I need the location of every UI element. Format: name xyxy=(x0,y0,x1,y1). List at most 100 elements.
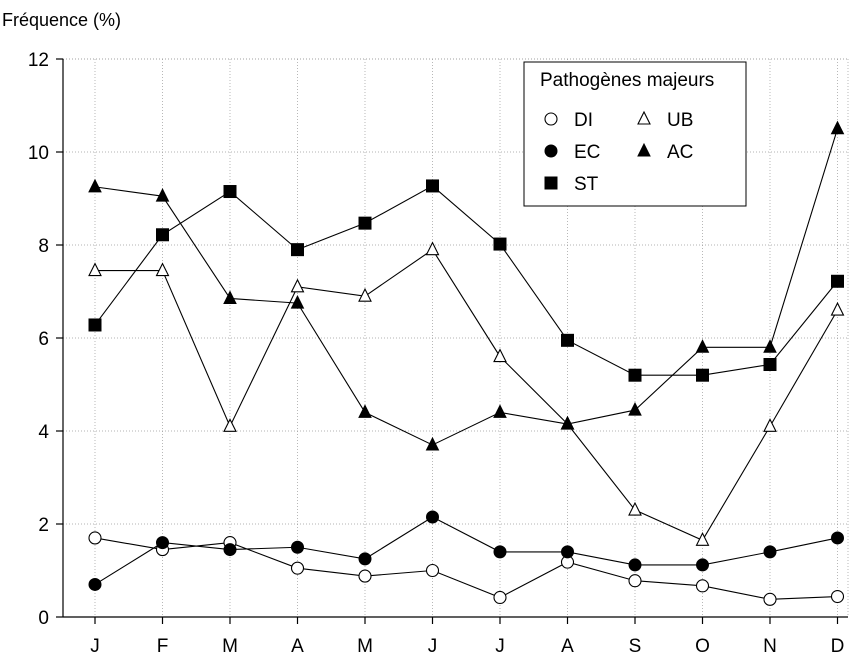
series-ub-point xyxy=(425,241,440,256)
series-ub-point xyxy=(290,278,305,293)
y-tick-label: 0 xyxy=(38,608,49,629)
series-ub-point xyxy=(88,262,102,277)
x-tick-label: F xyxy=(157,636,169,657)
series-ub-point xyxy=(223,418,237,432)
series-di-point xyxy=(695,579,710,593)
series-ec-point xyxy=(831,531,844,545)
y-tick-label: 12 xyxy=(28,50,49,71)
series-lines xyxy=(94,128,839,600)
series-di-point xyxy=(425,563,440,578)
series-st-point xyxy=(88,318,102,332)
series-ec-point xyxy=(88,577,102,591)
series-di-point xyxy=(290,561,305,575)
series-ec-point xyxy=(561,545,574,559)
y-axis-title: Fréquence (%) xyxy=(2,10,121,30)
series-st-point xyxy=(291,243,304,257)
series-st-point xyxy=(223,185,237,199)
series-st-point xyxy=(426,179,439,193)
series-ub-point xyxy=(628,501,642,516)
series-st-point xyxy=(831,274,844,288)
series-ec-point xyxy=(358,552,372,566)
series-ac-point xyxy=(290,295,305,309)
series-di-point xyxy=(628,574,642,588)
series-ec-point xyxy=(493,545,507,559)
x-tick-label: M xyxy=(222,636,238,657)
series-st-point xyxy=(156,228,169,242)
series-ac-point xyxy=(493,404,507,418)
series-ac-point xyxy=(155,188,170,202)
y-tick-label: 6 xyxy=(38,329,49,350)
series-ac-point xyxy=(830,120,845,135)
series-ec-point xyxy=(156,536,169,550)
series-di-point xyxy=(830,589,845,604)
series-ac-point xyxy=(223,290,237,304)
y-tick-label: 8 xyxy=(38,236,49,257)
x-tick-label: A xyxy=(561,636,574,657)
legend-di-marker xyxy=(544,112,558,126)
series-markers xyxy=(88,120,845,606)
x-tick-label: N xyxy=(763,636,777,657)
series-ac-point xyxy=(358,404,372,418)
series-di-point xyxy=(763,592,777,606)
series-ub-point xyxy=(358,287,372,302)
legend-title: Pathogènes majeurs xyxy=(540,70,714,91)
legend: Pathogènes majeurs DI UB EC AC ST xyxy=(523,61,747,207)
series-st-point xyxy=(763,358,777,372)
series-ub-point xyxy=(493,348,507,363)
series-ub-point xyxy=(830,301,845,316)
series-ac-point xyxy=(763,339,777,353)
series-ac-point xyxy=(628,401,642,416)
legend-ac-label: AC xyxy=(667,142,693,163)
legend-ub-marker xyxy=(637,110,651,125)
x-tick-label: S xyxy=(629,636,642,657)
y-tick-label: 4 xyxy=(38,422,49,443)
legend-st-marker xyxy=(544,176,558,190)
legend-ec-marker xyxy=(544,144,558,158)
series-ac-point xyxy=(425,436,440,451)
legend-ub-label: UB xyxy=(667,110,693,131)
series-ec-point xyxy=(763,545,777,559)
series-ub-point xyxy=(155,262,170,277)
x-tick-label: M xyxy=(357,636,373,657)
series-ub-point xyxy=(695,532,710,546)
series-di-line xyxy=(94,537,838,600)
series-ac-line xyxy=(94,128,839,446)
series-st-point xyxy=(696,368,709,382)
x-tick-label: A xyxy=(291,636,304,657)
series-di-point xyxy=(88,531,102,545)
series-group xyxy=(88,120,845,606)
series-ec-point xyxy=(696,558,709,572)
legend-ec-label: EC xyxy=(574,142,600,163)
series-ec-point xyxy=(223,543,237,557)
series-di-point xyxy=(358,569,372,583)
series-ec-point xyxy=(291,540,304,554)
series-ub-point xyxy=(763,418,777,432)
x-tick-label: J xyxy=(90,636,100,657)
series-st-point xyxy=(358,216,372,230)
legend-ac-marker xyxy=(637,142,651,157)
legend-di-label: DI xyxy=(574,110,593,131)
legend-st-label: ST xyxy=(574,174,599,195)
series-ec-point xyxy=(628,558,642,572)
series-ac-point xyxy=(695,339,710,353)
series-ac-point xyxy=(88,178,102,193)
x-tick-label: D xyxy=(831,636,845,657)
x-tick-label: O xyxy=(695,636,710,657)
x-tick-label: J xyxy=(495,636,505,657)
y-tick-label: 10 xyxy=(28,143,49,164)
x-tick-label: J xyxy=(428,636,438,657)
y-tick-label: 2 xyxy=(38,515,49,536)
series-st-point xyxy=(628,368,642,382)
series-ub-line xyxy=(95,248,838,541)
series-st-point xyxy=(493,237,507,251)
series-ac-point xyxy=(560,415,575,430)
y-axis-ticks: 0 2 4 6 8 10 12 xyxy=(28,50,63,629)
series-ec-line xyxy=(94,516,838,585)
series-st-line xyxy=(94,185,838,376)
series-st-point xyxy=(561,333,574,347)
series-ec-point xyxy=(426,510,439,524)
series-di-point xyxy=(493,590,507,605)
legend-box xyxy=(523,61,747,207)
